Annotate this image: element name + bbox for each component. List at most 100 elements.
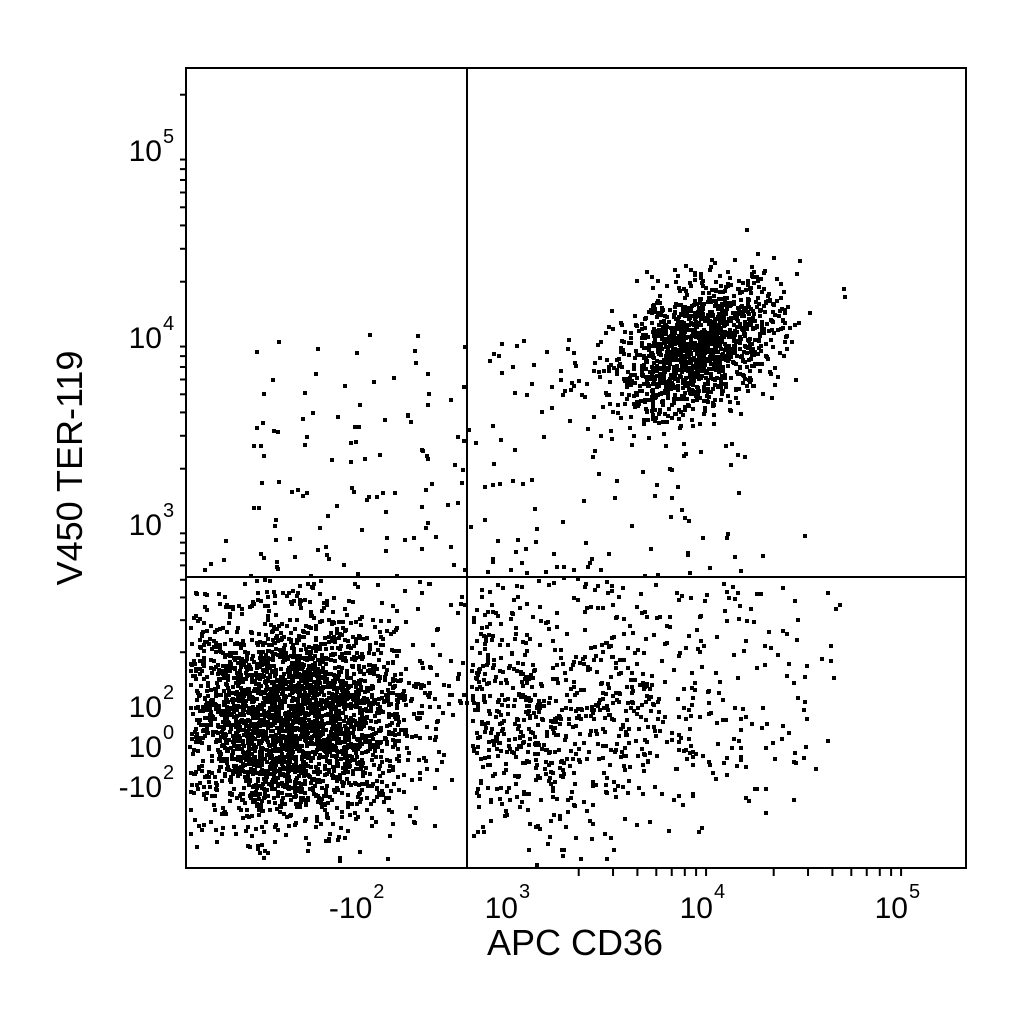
scatter-point [775, 277, 779, 281]
scatter-point [393, 743, 397, 747]
scatter-point [288, 793, 292, 797]
scatter-point [307, 718, 311, 722]
scatter-point [312, 723, 316, 727]
scatter-point [319, 689, 323, 693]
scatter-point [336, 762, 340, 766]
scatter-point [485, 625, 489, 629]
scatter-point [641, 672, 645, 676]
scatter-point [653, 785, 657, 789]
scatter-point [318, 734, 322, 738]
scatter-point [207, 642, 211, 646]
scatter-point [308, 702, 312, 706]
scatter-point [396, 715, 400, 719]
scatter-point [637, 727, 641, 731]
scatter-point [381, 771, 385, 775]
scatter-point [512, 704, 516, 708]
scatter-point [764, 746, 768, 750]
scatter-point [650, 409, 654, 413]
scatter-point [299, 796, 303, 800]
scatter-point [599, 658, 603, 662]
scatter-point [306, 582, 310, 586]
scatter-point [640, 327, 644, 331]
scatter-point [682, 328, 686, 332]
scatter-point [312, 616, 316, 620]
scatter-point [572, 803, 576, 807]
scatter-point [343, 683, 347, 687]
scatter-point [397, 732, 401, 736]
scatter-point [749, 323, 753, 327]
scatter-point [337, 703, 341, 707]
scatter-point [664, 444, 668, 448]
scatter-point [715, 376, 719, 380]
scatter-point [308, 742, 312, 746]
scatter-point [267, 609, 271, 613]
scatter-point [312, 792, 316, 796]
scatter-point [358, 706, 362, 710]
scatter-point [318, 620, 322, 624]
scatter-point [713, 304, 717, 308]
scatter-point [709, 362, 713, 366]
scatter-point [353, 758, 357, 762]
scatter-point [476, 787, 480, 791]
scatter-point [698, 422, 702, 426]
scatter-point [331, 610, 335, 614]
scatter-point [739, 298, 743, 302]
scatter-point [303, 681, 307, 685]
scatter-point [487, 633, 491, 637]
scatter-point [299, 606, 303, 610]
scatter-point [319, 703, 323, 707]
scatter-point [414, 685, 418, 689]
scatter-point [498, 722, 502, 726]
scatter-point [600, 643, 604, 647]
scatter-point [743, 377, 747, 381]
scatter-point [549, 719, 553, 723]
scatter-point [255, 697, 259, 701]
scatter-point [285, 815, 289, 819]
scatter-point [745, 351, 749, 355]
scatter-point [338, 859, 342, 863]
scatter-point [239, 673, 243, 677]
scatter-point [632, 363, 636, 367]
scatter-point [269, 698, 273, 702]
scatter-point [524, 698, 528, 702]
scatter-point [205, 689, 209, 693]
scatter-point [208, 785, 212, 789]
scatter-point [582, 741, 586, 745]
scatter-point [683, 384, 687, 388]
scatter-point [676, 368, 680, 372]
scatter-point [215, 840, 219, 844]
scatter-point [321, 726, 325, 730]
scatter-point [591, 803, 595, 807]
scatter-point [206, 684, 210, 688]
scatter-point [634, 739, 638, 743]
scatter-point [441, 711, 445, 715]
scatter-point [701, 312, 705, 316]
scatter-point [583, 585, 587, 589]
scatter-point [560, 708, 564, 712]
scatter-point [672, 339, 676, 343]
scatter-point [477, 668, 481, 672]
scatter-point [237, 699, 241, 703]
scatter-point [724, 303, 728, 307]
scatter-point [380, 690, 384, 694]
scatter-point [332, 687, 336, 691]
scatter-point [402, 790, 406, 794]
scatter-point [276, 776, 280, 780]
scatter-point [257, 797, 261, 801]
scatter-point [660, 336, 664, 340]
scatter-point [548, 696, 552, 700]
scatter-point [518, 606, 522, 610]
scatter-point [253, 679, 257, 683]
scatter-point [482, 830, 486, 834]
scatter-point [300, 635, 304, 639]
scatter-point [675, 323, 679, 327]
scatter-point [291, 721, 295, 725]
scatter-point [288, 717, 292, 721]
scatter-point [366, 749, 370, 753]
scatter-point [538, 702, 542, 706]
scatter-point [506, 704, 510, 708]
scatter-point [525, 649, 529, 653]
scatter-point [781, 629, 785, 633]
scatter-point [195, 592, 199, 596]
scatter-point [250, 791, 254, 795]
